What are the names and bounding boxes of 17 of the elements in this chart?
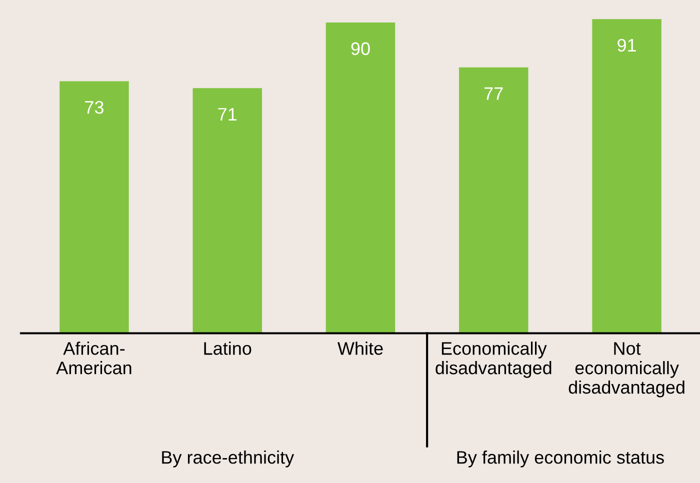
data-label: 90 bbox=[351, 42, 370, 56]
data-label: 73 bbox=[85, 100, 104, 114]
data-label: 71 bbox=[218, 108, 237, 120]
x-tick-label: African- American bbox=[56, 342, 132, 374]
data-label: 77 bbox=[484, 87, 503, 100]
bar bbox=[459, 67, 528, 334]
x-tick-label: Latino bbox=[204, 342, 252, 355]
text: By race-ethnicity bbox=[162, 450, 294, 468]
x-tick-label: Economically disadvantaged bbox=[436, 342, 552, 378]
text: By family economic status bbox=[457, 450, 664, 468]
bar bbox=[592, 19, 662, 334]
x-tick-label: Not economically disadvantaged bbox=[568, 342, 684, 398]
data-label: 91 bbox=[618, 38, 636, 52]
x-tick-label: White bbox=[338, 342, 383, 355]
bar bbox=[326, 22, 396, 334]
bar bbox=[60, 81, 129, 334]
bar bbox=[192, 88, 262, 334]
